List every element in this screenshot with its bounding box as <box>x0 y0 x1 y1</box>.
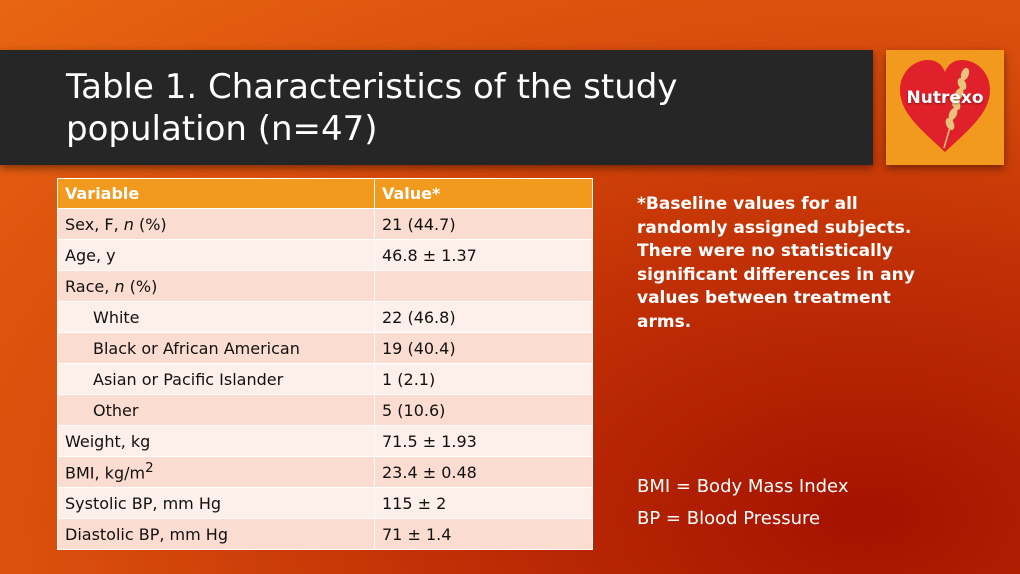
abbreviation-bmi: BMI = Body Mass Index <box>637 476 849 497</box>
wheat-icon <box>943 67 970 149</box>
characteristics-table: Variable Value* Sex, F, n (%) 21 (44.7) … <box>57 178 593 550</box>
header-variable: Variable <box>57 178 375 209</box>
table-header-row: Variable Value* <box>57 178 593 209</box>
heart-icon <box>900 60 990 152</box>
table-row: Asian or Pacific Islander 1 (2.1) <box>57 363 593 395</box>
row-value: 19 (40.4) <box>374 332 593 364</box>
header-value: Value* <box>374 178 593 209</box>
table-row: Black or African American 19 (40.4) <box>57 332 593 364</box>
row-value <box>374 270 593 302</box>
slide-title: Table 1. Characteristics of the study po… <box>66 66 856 150</box>
table-row: Age, y 46.8 ± 1.37 <box>57 239 593 271</box>
row-label: Diastolic BP, mm Hg <box>57 518 375 550</box>
title-line-2: population (n=47) <box>66 109 378 149</box>
table-row: Sex, F, n (%) 21 (44.7) <box>57 208 593 240</box>
table-row: Diastolic BP, mm Hg 71 ± 1.4 <box>57 518 593 550</box>
row-label: Age, y <box>57 239 375 271</box>
table-row: Other 5 (10.6) <box>57 394 593 426</box>
row-label: White <box>57 301 375 333</box>
baseline-note: *Baseline values for all randomly assign… <box>637 194 915 332</box>
table-row: BMI, kg/m2 23.4 ± 0.48 <box>57 456 593 488</box>
row-label: Race, n (%) <box>57 270 375 302</box>
row-label: Systolic BP, mm Hg <box>57 487 375 519</box>
row-label: Asian or Pacific Islander <box>57 363 375 395</box>
title-line-1: Table 1. Characteristics of the study <box>66 67 678 107</box>
table-row: White 22 (46.8) <box>57 301 593 333</box>
nutrexo-logo: Nutrexo <box>886 50 1004 165</box>
row-value: 71.5 ± 1.93 <box>374 425 593 457</box>
row-value: 23.4 ± 0.48 <box>374 456 593 488</box>
row-value: 5 (10.6) <box>374 394 593 426</box>
row-value: 46.8 ± 1.37 <box>374 239 593 271</box>
title-bar: Table 1. Characteristics of the study po… <box>0 50 873 165</box>
row-label: BMI, kg/m2 <box>57 456 375 488</box>
table-row: Race, n (%) <box>57 270 593 302</box>
row-value: 115 ± 2 <box>374 487 593 519</box>
row-label: Other <box>57 394 375 426</box>
row-value: 22 (46.8) <box>374 301 593 333</box>
table-row: Systolic BP, mm Hg 115 ± 2 <box>57 487 593 519</box>
row-value: 71 ± 1.4 <box>374 518 593 550</box>
logo-text: Nutrexo <box>906 88 984 108</box>
table-row: Weight, kg 71.5 ± 1.93 <box>57 425 593 457</box>
row-value: 1 (2.1) <box>374 363 593 395</box>
row-label: Black or African American <box>57 332 375 364</box>
row-label: Weight, kg <box>57 425 375 457</box>
row-label: Sex, F, n (%) <box>57 208 375 240</box>
row-value: 21 (44.7) <box>374 208 593 240</box>
abbreviation-bp: BP = Blood Pressure <box>637 508 821 529</box>
